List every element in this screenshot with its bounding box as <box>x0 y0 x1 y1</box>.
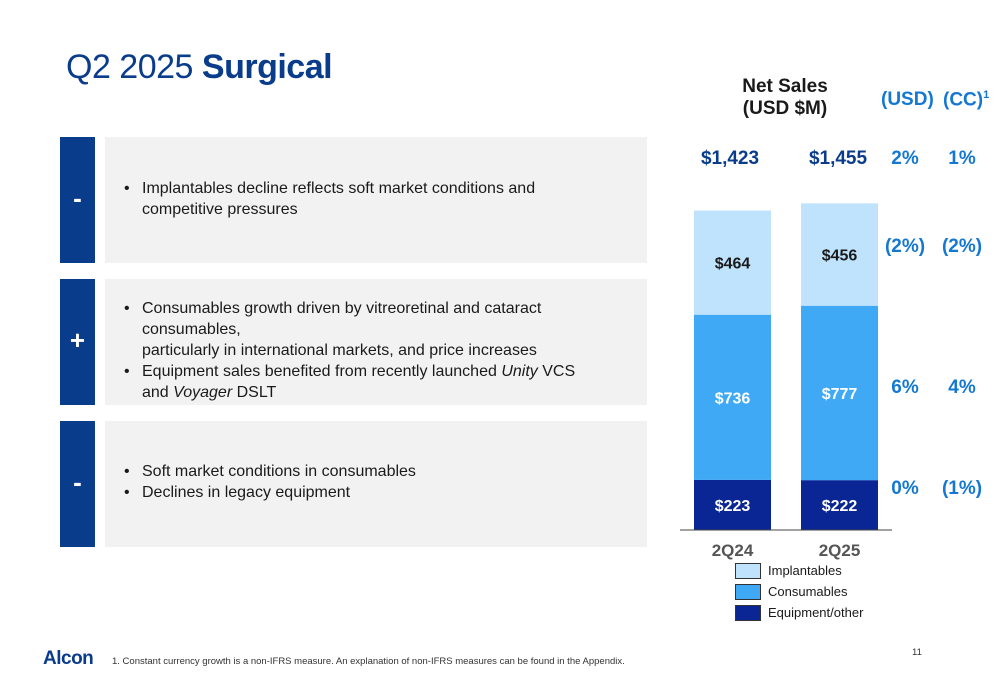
positive-sign: + <box>60 279 95 405</box>
bar-segment-consumables-2q24 <box>694 314 771 480</box>
legend-label: Implantables <box>768 563 842 578</box>
data-label: $736 <box>715 390 751 407</box>
bullet-text: and <box>142 384 174 401</box>
total-cc-growth: 1% <box>948 148 976 169</box>
consumables-cc-growth: 4% <box>948 377 976 398</box>
bullet-line-continued: competitive pressures <box>124 199 644 220</box>
bullet-item: Equipment sales benefited from recently … <box>124 361 644 382</box>
bullet-text: Declines in legacy equipment <box>142 484 351 501</box>
legend-item: Consumables <box>735 581 863 602</box>
footnote-mark: 1 <box>983 89 990 101</box>
legend-swatch <box>735 604 761 621</box>
chart-title-line2: (USD $M) <box>742 98 828 119</box>
bullet-text: DSLT <box>232 384 277 401</box>
bullet-text: competitive pressures <box>142 201 298 218</box>
data-label: $223 <box>715 498 751 515</box>
driver-bullets: Implantables decline reflects soft marke… <box>124 178 644 220</box>
x-tick-label: 2Q25 <box>819 541 861 560</box>
equipment-usd-growth: 0% <box>891 478 919 499</box>
bullet-line-continued: and Voyager DSLT <box>124 382 644 403</box>
bullet-line-continued: particularly in international markets, a… <box>124 340 644 361</box>
bar-segment-implantables-2q25 <box>801 203 878 306</box>
bar-segment-equipment-other-2q25 <box>801 480 878 530</box>
page-title: Q2 2025 Surgical <box>66 48 333 87</box>
implantables-usd-growth: (2%) <box>884 236 926 257</box>
driver-row-headwinds: - Soft market conditions in consumables D… <box>60 421 647 547</box>
implantables-cc-growth: (2%) <box>941 236 983 257</box>
equipment-cc-growth: (1%) <box>941 478 983 499</box>
bullet-text: Voyager <box>173 384 233 401</box>
bullet-text: Consumables growth driven by vitreoretin… <box>142 300 542 338</box>
bullet-text: Implantables decline reflects soft marke… <box>142 180 536 197</box>
total-usd-growth: 2% <box>891 148 919 169</box>
data-label: $456 <box>822 248 858 265</box>
driver-row-consumables-equipment: + Consumables growth driven by vitreoret… <box>60 279 647 405</box>
negative-sign: - <box>60 137 95 263</box>
driver-row-implantables: - Implantables decline reflects soft mar… <box>60 137 647 263</box>
legend-item: Implantables <box>735 560 863 581</box>
bullet-text: Unity <box>501 363 538 380</box>
bar-segment-equipment-other-2q24 <box>694 479 771 530</box>
usd-growth-header: (USD) <box>881 89 934 110</box>
cc-growth-header: (CC)1 <box>943 89 989 111</box>
data-label: $464 <box>715 256 751 273</box>
legend-item: Equipment/other <box>735 602 863 623</box>
bullet-item: Consumables growth driven by vitreoretin… <box>124 298 644 340</box>
bullet-item: Implantables decline reflects soft marke… <box>124 178 644 199</box>
title-emphasis: Surgical <box>201 48 333 86</box>
x-tick-label: 2Q24 <box>712 541 754 560</box>
bullet-item: Declines in legacy equipment <box>124 482 644 503</box>
page-number: 11 <box>912 647 922 658</box>
legend-swatch <box>735 583 761 600</box>
alcon-logo: Alcon <box>43 648 94 669</box>
bullet-item: Soft market conditions in consumables <box>124 461 644 482</box>
total-2q25: $1,455 <box>808 148 868 169</box>
data-label: $222 <box>822 498 858 515</box>
bullet-text: Equipment sales benefited from recently … <box>142 363 502 380</box>
bullet-text: VCS <box>537 363 576 380</box>
bar-segment-implantables-2q24 <box>694 210 771 315</box>
chart-title: Net Sales (USD $M) <box>735 76 835 120</box>
footnote: 1. Constant currency growth is a non-IFR… <box>112 656 625 667</box>
bullet-text: particularly in international markets, a… <box>142 342 537 359</box>
driver-bullets: Soft market conditions in consumables Dec… <box>124 461 644 503</box>
chart-title-line1: Net Sales <box>742 76 828 97</box>
bar-segment-consumables-2q25 <box>801 305 878 481</box>
driver-panel <box>105 137 647 263</box>
driver-bullets: Consumables growth driven by vitreoretin… <box>124 298 644 403</box>
chart-legend: Implantables Consumables Equipment/other <box>735 560 863 623</box>
legend-label: Equipment/other <box>768 605 864 620</box>
total-2q24: $1,423 <box>700 148 760 169</box>
legend-label: Consumables <box>768 584 848 599</box>
data-label: $777 <box>822 386 858 403</box>
bullet-text: Soft market conditions in consumables <box>142 463 416 480</box>
cc-growth-label: (CC) <box>943 89 984 111</box>
negative-sign: - <box>60 421 95 547</box>
consumables-usd-growth: 6% <box>891 377 919 398</box>
title-prefix: Q2 2025 <box>66 48 193 86</box>
legend-swatch <box>735 562 761 579</box>
